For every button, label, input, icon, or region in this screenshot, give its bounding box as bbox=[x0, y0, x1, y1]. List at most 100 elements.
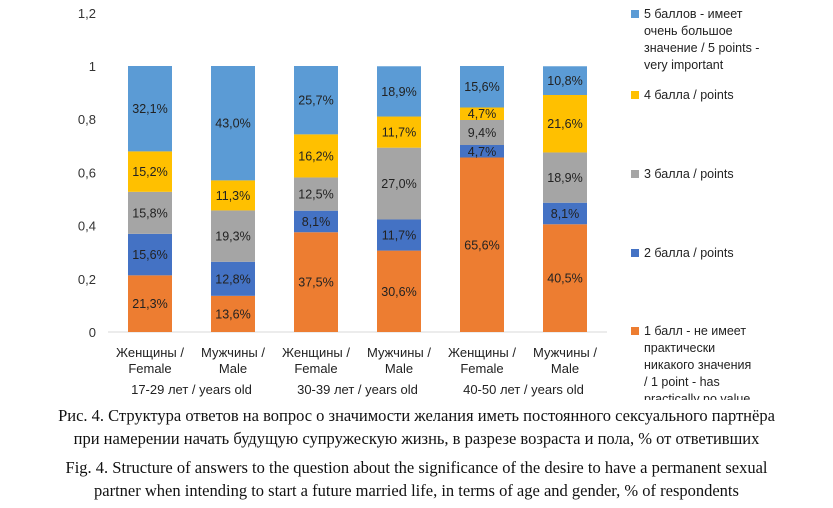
legend-label: very important bbox=[644, 58, 724, 72]
data-label: 65,6% bbox=[464, 238, 499, 252]
data-label: 21,3% bbox=[132, 297, 167, 311]
group-label: 17-29 лет / years old bbox=[131, 382, 252, 397]
data-label: 15,8% bbox=[132, 206, 167, 220]
data-label: 4,7% bbox=[468, 107, 497, 121]
bar-segment bbox=[377, 66, 421, 117]
bar-segment bbox=[128, 151, 172, 192]
legend-label: 5 баллов - имеет bbox=[644, 7, 743, 21]
caption-en-line-1: Fig. 4. Structure of answers to the ques… bbox=[65, 458, 768, 477]
caption-ru-line-1: Рис. 4. Структура ответов на вопрос о зн… bbox=[58, 406, 775, 425]
y-tick-label: 1 bbox=[89, 59, 96, 74]
bar-segment bbox=[211, 66, 255, 181]
bar-segment bbox=[211, 210, 255, 262]
caption-ru-line-2: при намерении начать будущую супружескую… bbox=[73, 429, 760, 448]
bar-segment bbox=[294, 177, 338, 211]
data-label: 18,9% bbox=[381, 85, 416, 99]
data-label: 15,6% bbox=[132, 248, 167, 262]
bar-segment bbox=[377, 147, 421, 220]
bar-segment bbox=[128, 191, 172, 234]
bar-segment bbox=[543, 224, 587, 332]
bar-segment bbox=[211, 180, 255, 211]
y-tick-label: 1,2 bbox=[78, 6, 96, 21]
data-label: 43,0% bbox=[215, 117, 250, 131]
legend-label: 3 балла / points bbox=[644, 167, 734, 181]
legend-label: практически bbox=[644, 341, 715, 355]
bar-segment bbox=[543, 94, 587, 153]
data-label: 25,7% bbox=[298, 94, 333, 108]
x-tick-label: Мужчины / bbox=[533, 345, 597, 360]
legend-label: никакого значения bbox=[644, 358, 751, 372]
y-tick-label: 0,8 bbox=[78, 112, 96, 127]
x-tick-label: Male bbox=[219, 361, 247, 376]
group-label: 30-39 лет / years old bbox=[297, 382, 418, 397]
legend-swatch bbox=[631, 91, 639, 99]
bar-segment bbox=[460, 107, 504, 120]
x-tick-label: Female bbox=[128, 361, 171, 376]
x-tick-label: Женщины / bbox=[116, 345, 184, 360]
bar-segment bbox=[377, 116, 421, 148]
bar-segment bbox=[543, 202, 587, 225]
bar-segment bbox=[294, 134, 338, 178]
data-label: 18,9% bbox=[547, 171, 582, 185]
legend-swatch bbox=[631, 170, 639, 178]
data-label: 30,6% bbox=[381, 285, 416, 299]
data-label: 11,7% bbox=[382, 126, 417, 140]
y-tick-label: 0 bbox=[89, 325, 96, 340]
x-tick-label: Female bbox=[460, 361, 503, 376]
legend-label: 4 балла / points bbox=[644, 88, 734, 102]
figure-caption-en: Fig. 4. Structure of answers to the ques… bbox=[0, 456, 833, 502]
data-label: 15,6% bbox=[464, 80, 499, 94]
bar-segment bbox=[294, 232, 338, 332]
data-label: 21,6% bbox=[547, 117, 582, 131]
legend-label: practically no value bbox=[644, 392, 750, 400]
data-label: 12,5% bbox=[298, 188, 333, 202]
data-label: 8,1% bbox=[551, 207, 580, 221]
legend-label: значение / 5 points - bbox=[644, 41, 759, 55]
data-label: 4,7% bbox=[468, 145, 497, 159]
bar-segment bbox=[128, 275, 172, 332]
data-label: 37,5% bbox=[298, 276, 333, 290]
bar-segment bbox=[460, 145, 504, 158]
x-tick-label: Мужчины / bbox=[201, 345, 265, 360]
data-label: 32,1% bbox=[132, 102, 167, 116]
bar-segment bbox=[294, 66, 338, 135]
data-label: 8,1% bbox=[302, 215, 331, 229]
legend-label: 1 балл - не имеет bbox=[644, 324, 746, 338]
data-label: 12,8% bbox=[215, 272, 250, 286]
legend-label: / 1 point - has bbox=[644, 375, 720, 389]
y-tick-label: 0,4 bbox=[78, 219, 96, 234]
bar-segment bbox=[460, 119, 504, 146]
x-tick-label: Женщины / bbox=[282, 345, 350, 360]
x-tick-label: Мужчины / bbox=[367, 345, 431, 360]
y-tick-label: 0,2 bbox=[78, 272, 96, 287]
bar-segment bbox=[543, 152, 587, 203]
data-label: 16,2% bbox=[298, 149, 333, 163]
data-label: 9,4% bbox=[468, 126, 497, 140]
data-label: 27,0% bbox=[381, 177, 416, 191]
data-label: 10,8% bbox=[547, 74, 582, 88]
data-label: 13,6% bbox=[215, 307, 250, 321]
data-label: 40,5% bbox=[547, 272, 582, 286]
x-tick-label: Женщины / bbox=[448, 345, 516, 360]
bar-segment bbox=[377, 219, 421, 251]
x-tick-label: Male bbox=[551, 361, 579, 376]
figure-caption-ru: Рис. 4. Структура ответов на вопрос о зн… bbox=[0, 404, 833, 450]
x-tick-label: Male bbox=[385, 361, 413, 376]
legend-swatch bbox=[631, 10, 639, 18]
group-label: 40-50 лет / years old bbox=[463, 382, 584, 397]
bar-segment bbox=[211, 295, 255, 332]
legend-swatch bbox=[631, 249, 639, 257]
bar-segment bbox=[128, 66, 172, 152]
data-label: 15,2% bbox=[132, 165, 167, 179]
stacked-bar-chart: 0 0,2 0,4 0,6 0,8 1 1,2 21,3% 15,6% 15,8% 15,2% 32,… bbox=[78, 6, 760, 400]
caption-en-line-2: partner when intending to start a future… bbox=[94, 481, 739, 500]
y-tick-label: 0,6 bbox=[78, 165, 96, 180]
bar-segment bbox=[211, 261, 255, 296]
data-label: 19,3% bbox=[215, 230, 250, 244]
bar-segment bbox=[460, 157, 504, 332]
data-label: 11,7% bbox=[382, 229, 417, 243]
bar-segment bbox=[460, 66, 504, 108]
legend-label: 2 балла / points bbox=[644, 246, 734, 260]
legend-swatch bbox=[631, 327, 639, 335]
data-label: 11,3% bbox=[216, 189, 251, 203]
